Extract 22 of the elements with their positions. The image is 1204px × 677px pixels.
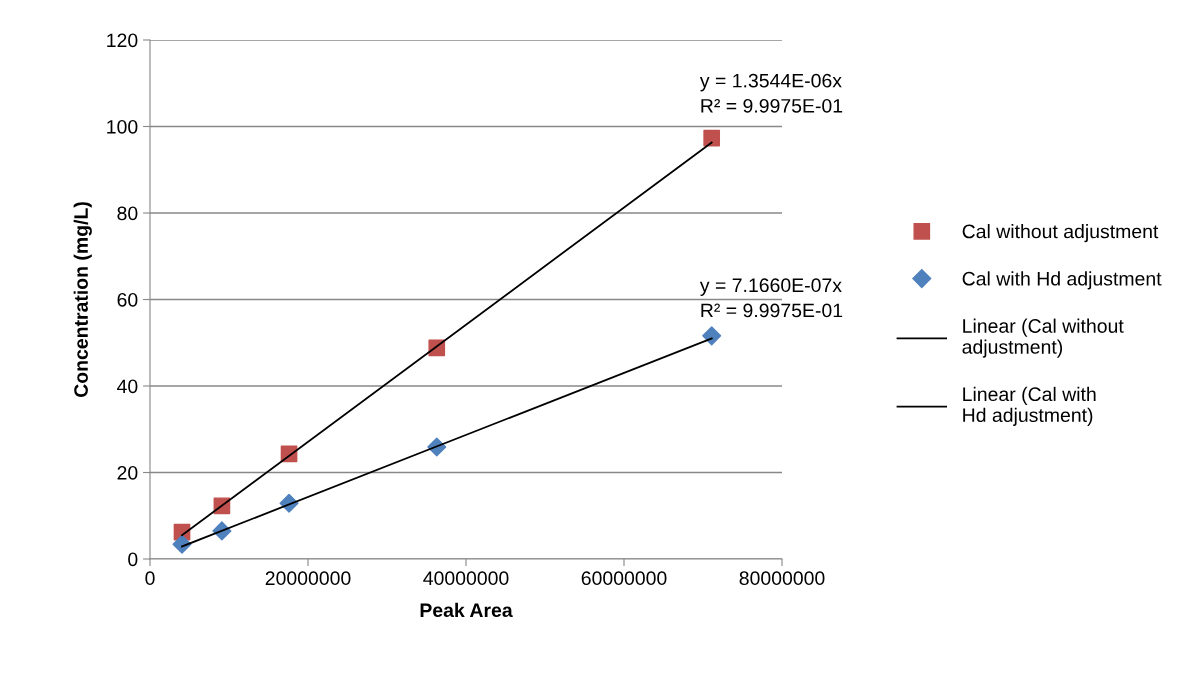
y-tick-label: 80 [117,206,138,221]
annotation: y = 7.1660E-07x R² = 9.9975E-01 [699,278,843,318]
y-axis-title: Concentration (mg/L) [73,202,92,397]
x-tick-label: 60000000 [581,571,667,586]
y-tick-label: 0 [128,552,138,567]
annotation: y = 1.3544E-06x R² = 9.9975E-01 [699,73,843,113]
x-axis-title: Peak Area [420,602,513,618]
y-tick-label: 100 [107,119,138,134]
legend-label: Linear (Cal with Hd adjustment) [963,386,1096,426]
y-tick-label: 40 [117,379,138,394]
x-tick-label: 40000000 [423,571,509,586]
x-tick-label: 0 [145,571,155,586]
y-tick-label: 60 [117,292,138,307]
legend-label: Cal without adjustment [962,224,1159,243]
legend-label: Cal with Hd adjustment [962,271,1162,290]
x-tick-label: 20000000 [265,571,351,586]
point [703,129,721,147]
y-tick-label: 20 [117,465,138,480]
x-tick-label: 80000000 [739,571,825,586]
point [702,326,722,346]
y-tick-label: 120 [107,33,138,48]
legend-label: Linear (Cal without adjustment) [962,318,1124,358]
